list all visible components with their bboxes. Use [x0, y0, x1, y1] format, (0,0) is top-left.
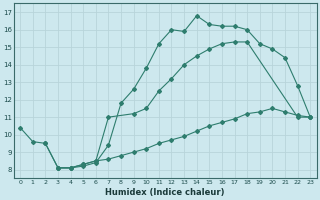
X-axis label: Humidex (Indice chaleur): Humidex (Indice chaleur): [106, 188, 225, 197]
